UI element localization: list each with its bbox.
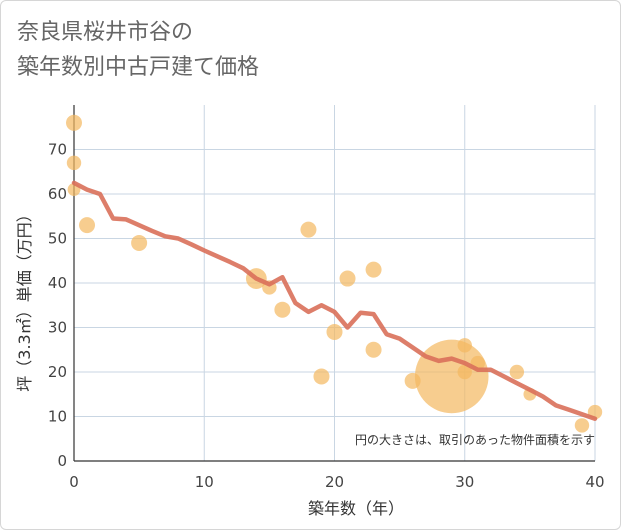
- title-line-2: 築年数別中古戸建て価格: [17, 55, 260, 80]
- trend-layer: [71, 180, 598, 421]
- data-point: [79, 217, 96, 234]
- y-tick-label: 40: [48, 274, 67, 292]
- size-legend-note: 円の大きさは、取引のあった物件面積を示す: [355, 432, 595, 447]
- trend-line: [71, 180, 598, 421]
- y-tick-label: 10: [48, 408, 67, 426]
- y-tick-label: 60: [48, 185, 67, 203]
- data-point: [313, 368, 330, 385]
- y-tick-label: 0: [57, 452, 67, 470]
- chart-title: 奈良県桜井市谷の 築年数別中古戸建て価格: [17, 15, 259, 85]
- data-point: [66, 155, 82, 171]
- data-point: [66, 114, 82, 131]
- grid: [74, 105, 596, 461]
- data-point: [457, 338, 472, 353]
- data-point: [300, 221, 317, 238]
- y-tick-label: 50: [48, 230, 67, 248]
- y-tick-label: 30: [48, 319, 67, 337]
- data-point: [509, 364, 525, 380]
- y-axis-label: 坪（3.3㎡）単価（万円）: [15, 206, 34, 391]
- data-point: [365, 261, 382, 278]
- y-tick-label: 20: [48, 363, 67, 381]
- data-point: [574, 418, 590, 433]
- data-point: [414, 339, 489, 414]
- tick-labels: 0 10 20 30 40 0 10 20 30 40 50 60 70: [48, 141, 605, 492]
- data-point: [365, 341, 382, 358]
- x-tick-label: 20: [325, 473, 344, 491]
- x-tick-label: 40: [585, 473, 604, 491]
- x-tick-label: 0: [69, 473, 79, 491]
- data-point: [339, 270, 356, 287]
- x-axis-label: 築年数（年）: [308, 499, 404, 518]
- data-point: [274, 301, 291, 318]
- data-point: [457, 364, 472, 380]
- data-point: [326, 323, 343, 340]
- data-point: [131, 234, 148, 251]
- title-line-1: 奈良県桜井市谷の: [17, 20, 194, 45]
- x-tick-label: 10: [195, 473, 214, 491]
- y-tick-label: 70: [48, 141, 67, 159]
- x-tick-label: 30: [455, 473, 474, 491]
